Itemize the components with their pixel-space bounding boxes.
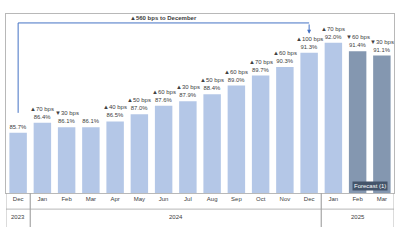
svg-text:Forecast (1): Forecast (1)	[354, 183, 386, 189]
svg-text:▲70 bps: ▲70 bps	[321, 26, 345, 32]
svg-text:▲50 bps: ▲50 bps	[127, 97, 151, 103]
svg-text:▲50 bps: ▲50 bps	[200, 77, 224, 83]
svg-text:▲60 bps: ▲60 bps	[273, 50, 297, 56]
svg-text:▲100 bps: ▲100 bps	[296, 36, 323, 42]
svg-text:86.1%: 86.1%	[58, 118, 75, 124]
svg-text:May: May	[134, 196, 145, 202]
svg-text:92.0%: 92.0%	[325, 34, 342, 40]
svg-text:▼30 bps: ▼30 bps	[55, 110, 79, 116]
svg-text:86.4%: 86.4%	[34, 114, 51, 120]
svg-text:▼60 bps: ▼60 bps	[346, 34, 370, 40]
svg-text:Dec: Dec	[13, 196, 24, 202]
svg-text:91.3%: 91.3%	[300, 44, 317, 50]
svg-text:▲560 bps to December: ▲560 bps to December	[130, 15, 197, 21]
svg-text:91.4%: 91.4%	[349, 42, 366, 48]
svg-text:▲30 bps: ▲30 bps	[176, 84, 200, 90]
svg-text:86.5%: 86.5%	[106, 112, 123, 118]
svg-text:Jan: Jan	[329, 196, 339, 202]
svg-text:▲40 bps: ▲40 bps	[103, 104, 127, 110]
svg-text:89.0%: 89.0%	[228, 77, 245, 83]
svg-text:Mar: Mar	[377, 196, 387, 202]
svg-text:Jun: Jun	[159, 196, 169, 202]
svg-text:87.6%: 87.6%	[155, 97, 172, 103]
svg-text:▲60 bps: ▲60 bps	[152, 89, 176, 95]
svg-text:2024: 2024	[169, 214, 183, 220]
svg-text:▲70 bps: ▲70 bps	[249, 59, 273, 65]
svg-text:Jul: Jul	[184, 196, 192, 202]
svg-text:87.9%: 87.9%	[179, 92, 196, 98]
svg-text:2023: 2023	[11, 214, 25, 220]
svg-text:Mar: Mar	[86, 196, 96, 202]
svg-text:Dec: Dec	[304, 196, 315, 202]
svg-text:Nov: Nov	[280, 196, 291, 202]
svg-text:Jan: Jan	[38, 196, 48, 202]
svg-text:Oct: Oct	[256, 196, 266, 202]
svg-text:▲60 bps: ▲60 bps	[224, 69, 248, 75]
svg-text:Apr: Apr	[110, 196, 119, 202]
svg-text:90.3%: 90.3%	[276, 58, 293, 64]
svg-text:Aug: Aug	[207, 196, 218, 202]
svg-text:Feb: Feb	[352, 196, 363, 202]
svg-text:Sep: Sep	[231, 196, 242, 202]
svg-text:87.0%: 87.0%	[131, 105, 148, 111]
svg-text:85.7%: 85.7%	[9, 124, 26, 130]
svg-text:86.1%: 86.1%	[82, 118, 99, 124]
svg-text:Feb: Feb	[61, 196, 72, 202]
svg-text:2025: 2025	[351, 214, 365, 220]
svg-text:91.1%: 91.1%	[373, 47, 390, 53]
svg-text:89.7%: 89.7%	[252, 67, 269, 73]
svg-text:▼30 bps: ▼30 bps	[370, 39, 394, 45]
svg-text:▲70 bps: ▲70 bps	[30, 106, 54, 112]
svg-text:88.4%: 88.4%	[203, 85, 220, 91]
